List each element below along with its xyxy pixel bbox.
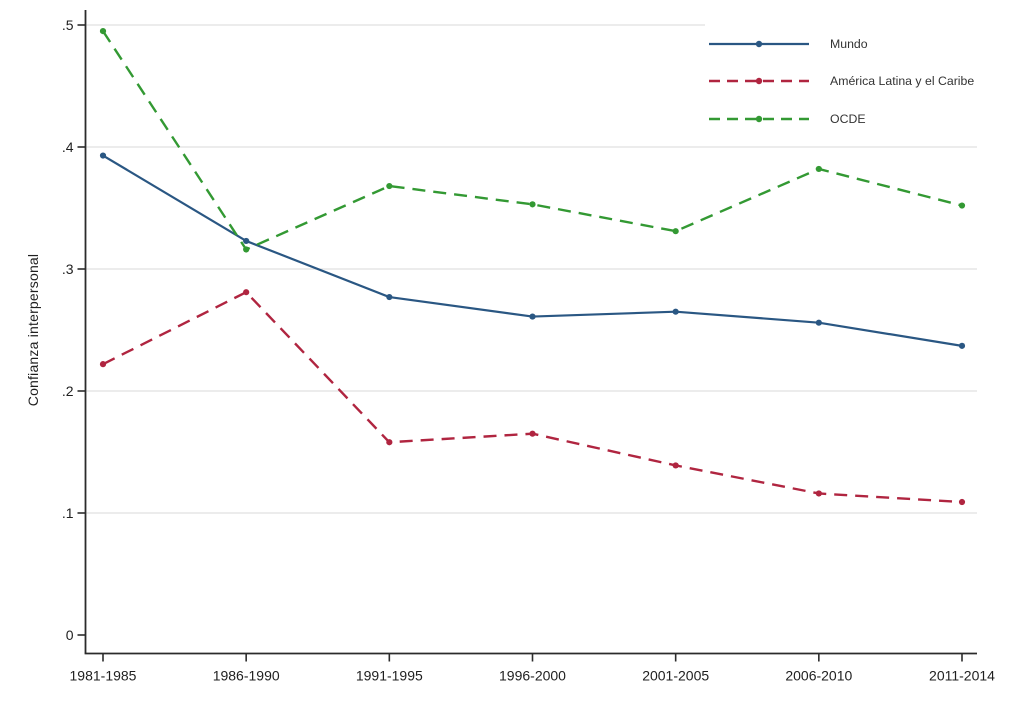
y-axis-title: Confianza interpersonal — [25, 253, 41, 407]
data-point — [815, 490, 822, 497]
data-point — [99, 152, 107, 159]
data-point — [529, 201, 536, 208]
y-tick-label: .3 — [62, 261, 74, 277]
legend-label-ocde: OCDE — [830, 111, 866, 126]
data-point — [672, 308, 679, 315]
legend-entry-mundo: Mundo — [709, 25, 997, 63]
data-point — [386, 293, 393, 301]
data-point — [386, 439, 393, 446]
x-tick-label: 1996-2000 — [499, 668, 566, 684]
data-point — [386, 182, 393, 190]
data-point — [529, 430, 536, 437]
x-tick-label: 1981-1985 — [70, 668, 137, 684]
x-tick-label: 1986-1990 — [213, 668, 280, 684]
data-point — [815, 165, 822, 173]
legend: Mundo América Latina y el Caribe OCDE — [705, 20, 997, 144]
x-tick-label: 1991-1995 — [356, 668, 423, 684]
data-point — [958, 498, 966, 506]
legend-label-america-latina: América Latina y el Caribe — [830, 74, 975, 89]
data-point — [672, 462, 679, 469]
x-tick-label: 2006-2010 — [785, 668, 852, 684]
y-tick-label: .5 — [62, 17, 74, 33]
y-tick-label: .2 — [62, 383, 74, 399]
x-tick-label: 2001-2005 — [642, 668, 709, 684]
legend-entry-ocde: OCDE — [709, 100, 997, 138]
y-tick-label: .4 — [62, 139, 74, 155]
legend-line-sample-america-latina — [709, 78, 809, 85]
data-point — [672, 228, 679, 235]
series-line-1 — [102, 290, 963, 504]
data-point — [243, 237, 250, 245]
legend-entry-america-latina: América Latina y el Caribe — [709, 63, 997, 101]
data-point — [99, 28, 107, 35]
y-tick-label: 0 — [66, 627, 74, 643]
data-point — [815, 319, 822, 326]
data-point — [958, 202, 966, 209]
legend-label-mundo: Mundo — [830, 36, 868, 51]
data-point — [529, 313, 536, 320]
x-tick-label: 2011-2014 — [929, 668, 995, 684]
data-point — [958, 342, 966, 349]
y-tick-label: .1 — [62, 505, 74, 521]
legend-line-sample-mundo — [709, 40, 809, 47]
data-point — [243, 289, 250, 296]
data-point — [99, 361, 107, 368]
legend-line-sample-ocde — [709, 115, 809, 122]
data-point — [243, 246, 250, 253]
